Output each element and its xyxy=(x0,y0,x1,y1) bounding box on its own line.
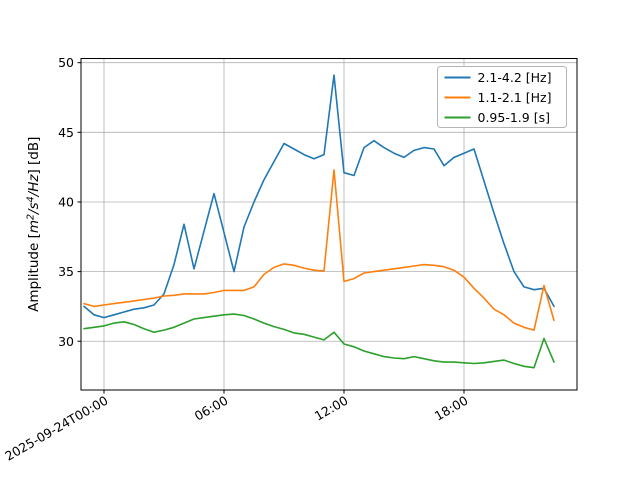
series-line-band-0-95-1-9-s xyxy=(83,313,555,369)
axes-frame xyxy=(80,58,578,391)
legend-item-label: 2.1-4.2 [Hz] xyxy=(478,70,552,85)
y-tick-label: 45 xyxy=(58,125,74,140)
y-axis-label: Amplitude [m2/s4/Hz] [dB] xyxy=(26,137,43,312)
legend-item-band-0-95-1-9-s: 0.95-1.9 [s] xyxy=(444,110,550,125)
y-tick-label: 30 xyxy=(58,334,74,349)
y-tick-label: 35 xyxy=(58,264,74,279)
series-line-band-1-1-2-1-hz xyxy=(83,169,555,331)
legend-item-label: 0.95-1.9 [s] xyxy=(478,110,550,125)
y-tick-label: 50 xyxy=(58,55,74,70)
legend-box xyxy=(437,66,567,128)
legend-item-band-1-1-2-1-hz: 1.1-2.1 [Hz] xyxy=(444,90,552,105)
legend-item-label: 1.1-2.1 [Hz] xyxy=(478,90,552,105)
legend-item-band-2-1-4-2-hz: 2.1-4.2 [Hz] xyxy=(444,70,552,85)
y-tick-label: 40 xyxy=(58,194,74,209)
legend: 2.1-4.2 [Hz] 1.1-2.1 [Hz] 0.95-1.9 [s] xyxy=(437,66,567,128)
